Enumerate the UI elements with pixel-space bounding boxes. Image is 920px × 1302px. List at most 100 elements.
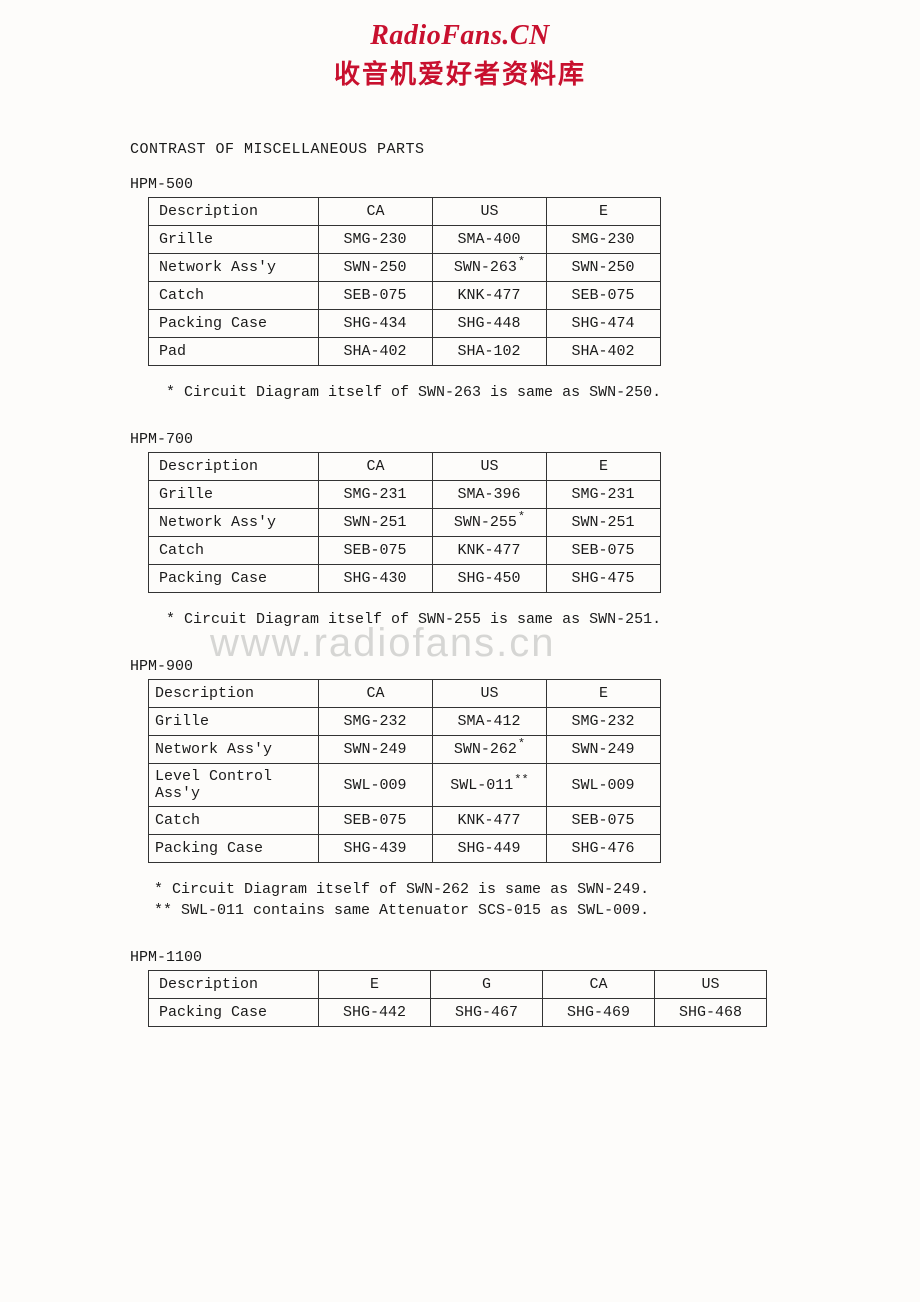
col-header: Description bbox=[149, 971, 319, 999]
cell-val: SMG-231 bbox=[319, 481, 433, 509]
cell-val: SWN-251 bbox=[319, 509, 433, 537]
cell-val: KNK-477 bbox=[433, 807, 547, 835]
table-row: Network Ass'y SWN-250 SWN-263* SWN-250 bbox=[149, 254, 661, 282]
section-hpm-500: HPM-500 Description CA US E Grille SMG-2… bbox=[130, 176, 860, 401]
cell-desc: Packing Case bbox=[149, 565, 319, 593]
cell-desc: Catch bbox=[149, 282, 319, 310]
table-row: Grille SMG-231 SMA-396 SMG-231 bbox=[149, 481, 661, 509]
cell-val: SMA-412 bbox=[433, 708, 547, 736]
cell-val: SHG-467 bbox=[431, 999, 543, 1027]
table-row: Network Ass'y SWN-249 SWN-262* SWN-249 bbox=[149, 736, 661, 764]
table-note: ** SWL-011 contains same Attenuator SCS-… bbox=[154, 902, 860, 919]
cell-val: SHG-450 bbox=[433, 565, 547, 593]
col-header: US bbox=[655, 971, 767, 999]
col-header: E bbox=[547, 198, 661, 226]
cell-val: SHG-439 bbox=[319, 835, 433, 863]
section-hpm-900: HPM-900 Description CA US E Grille SMG-2… bbox=[130, 658, 860, 919]
cell-desc: Packing Case bbox=[149, 835, 319, 863]
section-hpm-1100: HPM-1100 Description E G CA US Packing C… bbox=[130, 949, 860, 1027]
header-title: RadioFans.CN bbox=[0, 20, 920, 52]
cell-desc: Grille bbox=[149, 708, 319, 736]
cell-val: SHA-402 bbox=[319, 338, 433, 366]
col-header: CA bbox=[319, 680, 433, 708]
page-header: RadioFans.CN 收音机爱好者资料库 bbox=[0, 20, 920, 91]
cell-val: SEB-075 bbox=[547, 282, 661, 310]
cell-val: SMG-230 bbox=[547, 226, 661, 254]
cell-desc: Packing Case bbox=[149, 310, 319, 338]
col-header: Description bbox=[149, 453, 319, 481]
cell-desc: Catch bbox=[149, 807, 319, 835]
cell-desc: Catch bbox=[149, 537, 319, 565]
cell-val: SHA-102 bbox=[433, 338, 547, 366]
table-row: Network Ass'y SWN-251 SWN-255* SWN-251 bbox=[149, 509, 661, 537]
cell-val: SWN-250 bbox=[319, 254, 433, 282]
table-row: Packing Case SHG-442 SHG-467 SHG-469 SHG… bbox=[149, 999, 767, 1027]
cell-desc: Level Control Ass'y bbox=[149, 764, 319, 807]
cell-val: SWN-251 bbox=[547, 509, 661, 537]
cell-val: SMA-400 bbox=[433, 226, 547, 254]
table-note: * Circuit Diagram itself of SWN-262 is s… bbox=[154, 881, 860, 898]
cell-val: SWN-249 bbox=[547, 736, 661, 764]
cell-val: SHG-474 bbox=[547, 310, 661, 338]
cell-val: SHG-448 bbox=[433, 310, 547, 338]
cell-val: SWL-009 bbox=[547, 764, 661, 807]
cell-desc: Grille bbox=[149, 481, 319, 509]
col-header: G bbox=[431, 971, 543, 999]
table-row: Catch SEB-075 KNK-477 SEB-075 bbox=[149, 282, 661, 310]
table-note: * Circuit Diagram itself of SWN-255 is s… bbox=[166, 611, 860, 628]
col-header: Description bbox=[149, 680, 319, 708]
cell-val: SWN-250 bbox=[547, 254, 661, 282]
parts-table: Description CA US E Grille SMG-232 SMA-4… bbox=[148, 679, 661, 863]
cell-val: SMA-396 bbox=[433, 481, 547, 509]
cell-val: SMG-232 bbox=[319, 708, 433, 736]
cell-val: SHG-442 bbox=[319, 999, 431, 1027]
cell-val: SEB-075 bbox=[547, 807, 661, 835]
col-header: US bbox=[433, 680, 547, 708]
cell-val: SWL-011** bbox=[433, 764, 547, 807]
cell-val: SEB-075 bbox=[319, 282, 433, 310]
table-row: Catch SEB-075 KNK-477 SEB-075 bbox=[149, 807, 661, 835]
cell-val: SHA-402 bbox=[547, 338, 661, 366]
cell-desc: Network Ass'y bbox=[149, 254, 319, 282]
cell-val: SEB-075 bbox=[319, 807, 433, 835]
cell-val: SMG-231 bbox=[547, 481, 661, 509]
cell-val: SHG-449 bbox=[433, 835, 547, 863]
cell-val: SMG-230 bbox=[319, 226, 433, 254]
cell-val: SWN-249 bbox=[319, 736, 433, 764]
table-row: Grille SMG-230 SMA-400 SMG-230 bbox=[149, 226, 661, 254]
model-label: HPM-700 bbox=[130, 431, 860, 448]
table-row: Catch SEB-075 KNK-477 SEB-075 bbox=[149, 537, 661, 565]
cell-val: SHG-468 bbox=[655, 999, 767, 1027]
col-header: US bbox=[433, 198, 547, 226]
section-title: CONTRAST OF MISCELLANEOUS PARTS bbox=[130, 141, 860, 158]
table-row: Pad SHA-402 SHA-102 SHA-402 bbox=[149, 338, 661, 366]
cell-val: SWN-255* bbox=[433, 509, 547, 537]
cell-val: SEB-075 bbox=[319, 537, 433, 565]
table-row: Packing Case SHG-434 SHG-448 SHG-474 bbox=[149, 310, 661, 338]
col-header: E bbox=[547, 453, 661, 481]
cell-desc: Pad bbox=[149, 338, 319, 366]
model-label: HPM-500 bbox=[130, 176, 860, 193]
section-hpm-700: HPM-700 Description CA US E Grille SMG-2… bbox=[130, 431, 860, 628]
parts-table: Description E G CA US Packing Case SHG-4… bbox=[148, 970, 767, 1027]
table-header-row: Description CA US E bbox=[149, 680, 661, 708]
cell-val: SHG-430 bbox=[319, 565, 433, 593]
cell-val: SWL-009 bbox=[319, 764, 433, 807]
table-header-row: Description CA US E bbox=[149, 453, 661, 481]
cell-desc: Packing Case bbox=[149, 999, 319, 1027]
table-header-row: Description CA US E bbox=[149, 198, 661, 226]
parts-table: Description CA US E Grille SMG-231 SMA-3… bbox=[148, 452, 661, 593]
cell-desc: Grille bbox=[149, 226, 319, 254]
model-label: HPM-900 bbox=[130, 658, 860, 675]
col-header: E bbox=[319, 971, 431, 999]
col-header: E bbox=[547, 680, 661, 708]
col-header: Description bbox=[149, 198, 319, 226]
model-label: HPM-1100 bbox=[130, 949, 860, 966]
table-header-row: Description E G CA US bbox=[149, 971, 767, 999]
col-header: US bbox=[433, 453, 547, 481]
cell-val: KNK-477 bbox=[433, 282, 547, 310]
cell-val: SEB-075 bbox=[547, 537, 661, 565]
table-row: Packing Case SHG-430 SHG-450 SHG-475 bbox=[149, 565, 661, 593]
table-row: Grille SMG-232 SMA-412 SMG-232 bbox=[149, 708, 661, 736]
col-header: CA bbox=[319, 453, 433, 481]
